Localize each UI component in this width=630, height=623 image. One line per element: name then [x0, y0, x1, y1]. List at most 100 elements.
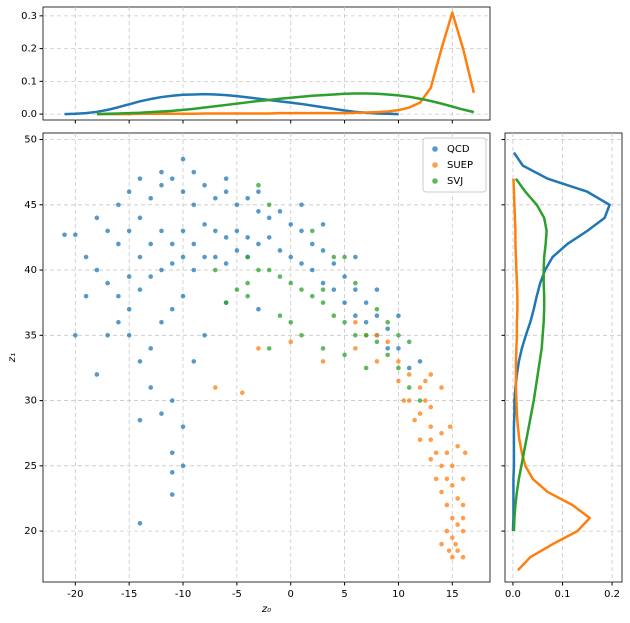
y-tick-label: 0.1 — [21, 76, 37, 87]
kde-line — [96, 92, 475, 116]
scatter-point — [342, 319, 347, 325]
y-tick-label: 35 — [24, 330, 37, 341]
scatter-point — [412, 417, 417, 423]
x-tick-label: -20 — [67, 589, 83, 600]
y-tick-label: 40 — [24, 265, 37, 276]
scatter-point — [245, 254, 250, 260]
scatter-point — [256, 189, 261, 195]
scatter-point — [460, 515, 466, 521]
scatter-point — [126, 228, 132, 234]
scatter-point — [450, 515, 455, 521]
scatter-point — [450, 463, 455, 469]
scatter-point — [234, 228, 240, 234]
scatter-point — [266, 267, 272, 273]
scatter-point — [299, 202, 304, 208]
x-tick-label: 0 — [288, 589, 294, 600]
scatter-point — [94, 267, 100, 273]
scatter-point — [105, 280, 110, 286]
scatter-point — [116, 202, 121, 208]
scatter-point — [417, 398, 423, 403]
scatter-point — [417, 437, 423, 443]
kde-line — [512, 178, 592, 572]
x-tick-label: 5 — [341, 589, 347, 600]
scatter-point — [245, 195, 250, 201]
scatter-point — [320, 222, 326, 227]
kde-line — [96, 11, 476, 116]
scatter-point — [423, 398, 428, 403]
x-tick-label: 15 — [446, 589, 459, 600]
scatter-point — [137, 520, 143, 526]
scatter-point — [105, 333, 110, 338]
scatter-point — [462, 450, 468, 456]
scatter-point — [299, 261, 304, 266]
scatter-point — [191, 202, 197, 208]
scatter-point — [62, 232, 67, 238]
scatter-point — [288, 280, 294, 286]
scatter-point — [406, 365, 412, 371]
scatter-point — [180, 228, 186, 234]
scatter-point — [159, 319, 164, 325]
scatter-point — [406, 385, 412, 390]
scatter-point — [309, 293, 315, 299]
scatter-point — [169, 398, 175, 403]
scatter-point — [331, 313, 337, 319]
scatter-point — [455, 548, 460, 553]
scatter-point — [213, 267, 218, 273]
scatter-point — [309, 228, 315, 234]
scatter-point — [180, 156, 186, 162]
legend-marker — [432, 178, 438, 184]
scatter-point — [453, 541, 458, 547]
scatter-point — [148, 274, 154, 279]
scatter-point — [363, 333, 369, 338]
scatter-point — [396, 346, 401, 351]
scatter-point — [288, 339, 294, 345]
x-tick-label: 0.2 — [604, 589, 620, 600]
scatter-point — [406, 339, 412, 345]
y-tick-label: 30 — [24, 396, 37, 407]
scatter-point — [288, 254, 294, 260]
scatter-point — [245, 280, 250, 286]
scatter-point — [148, 195, 154, 201]
scatter-point — [460, 528, 466, 534]
plot-area — [504, 132, 623, 583]
scatter-point — [213, 254, 218, 260]
scatter-point — [169, 176, 175, 181]
scatter-point — [137, 176, 143, 181]
scatter-point — [277, 248, 283, 253]
legend-label: QCD — [447, 144, 470, 155]
scatter-point — [213, 385, 218, 390]
y-axis-label: z₁ — [7, 353, 18, 363]
scatter-point — [450, 535, 455, 540]
scatter-point — [406, 372, 412, 377]
scatter-point — [180, 424, 186, 429]
scatter-point — [331, 254, 337, 260]
scatter-point — [342, 300, 347, 305]
legend-label: SVJ — [447, 176, 463, 187]
y-tick-label: 25 — [24, 461, 37, 472]
scatter-point — [460, 502, 466, 508]
scatter-point — [180, 254, 186, 260]
scatter-point — [202, 254, 207, 260]
scatter-point — [191, 241, 197, 247]
scatter-point — [455, 443, 460, 449]
scatter-point — [126, 274, 132, 279]
scatter-point — [239, 390, 245, 396]
scatter-point — [73, 232, 78, 238]
scatter-point — [309, 267, 315, 273]
y-tick-label: 0.0 — [21, 109, 37, 120]
scatter-point — [353, 280, 358, 286]
scatter-point — [439, 463, 444, 469]
scatter-point — [374, 339, 380, 345]
scatter-point — [116, 293, 121, 299]
scatter-point — [396, 378, 401, 384]
scatter-point — [428, 404, 434, 410]
scatter-point — [450, 554, 455, 560]
scatter-point — [396, 333, 401, 338]
scatter-point — [446, 548, 452, 553]
scatter-point — [191, 359, 197, 364]
scatter-point — [385, 352, 390, 358]
scatter-point — [299, 287, 304, 292]
x-tick-label: -10 — [175, 589, 191, 600]
scatter-point — [266, 202, 272, 208]
scatter-point — [444, 476, 450, 482]
